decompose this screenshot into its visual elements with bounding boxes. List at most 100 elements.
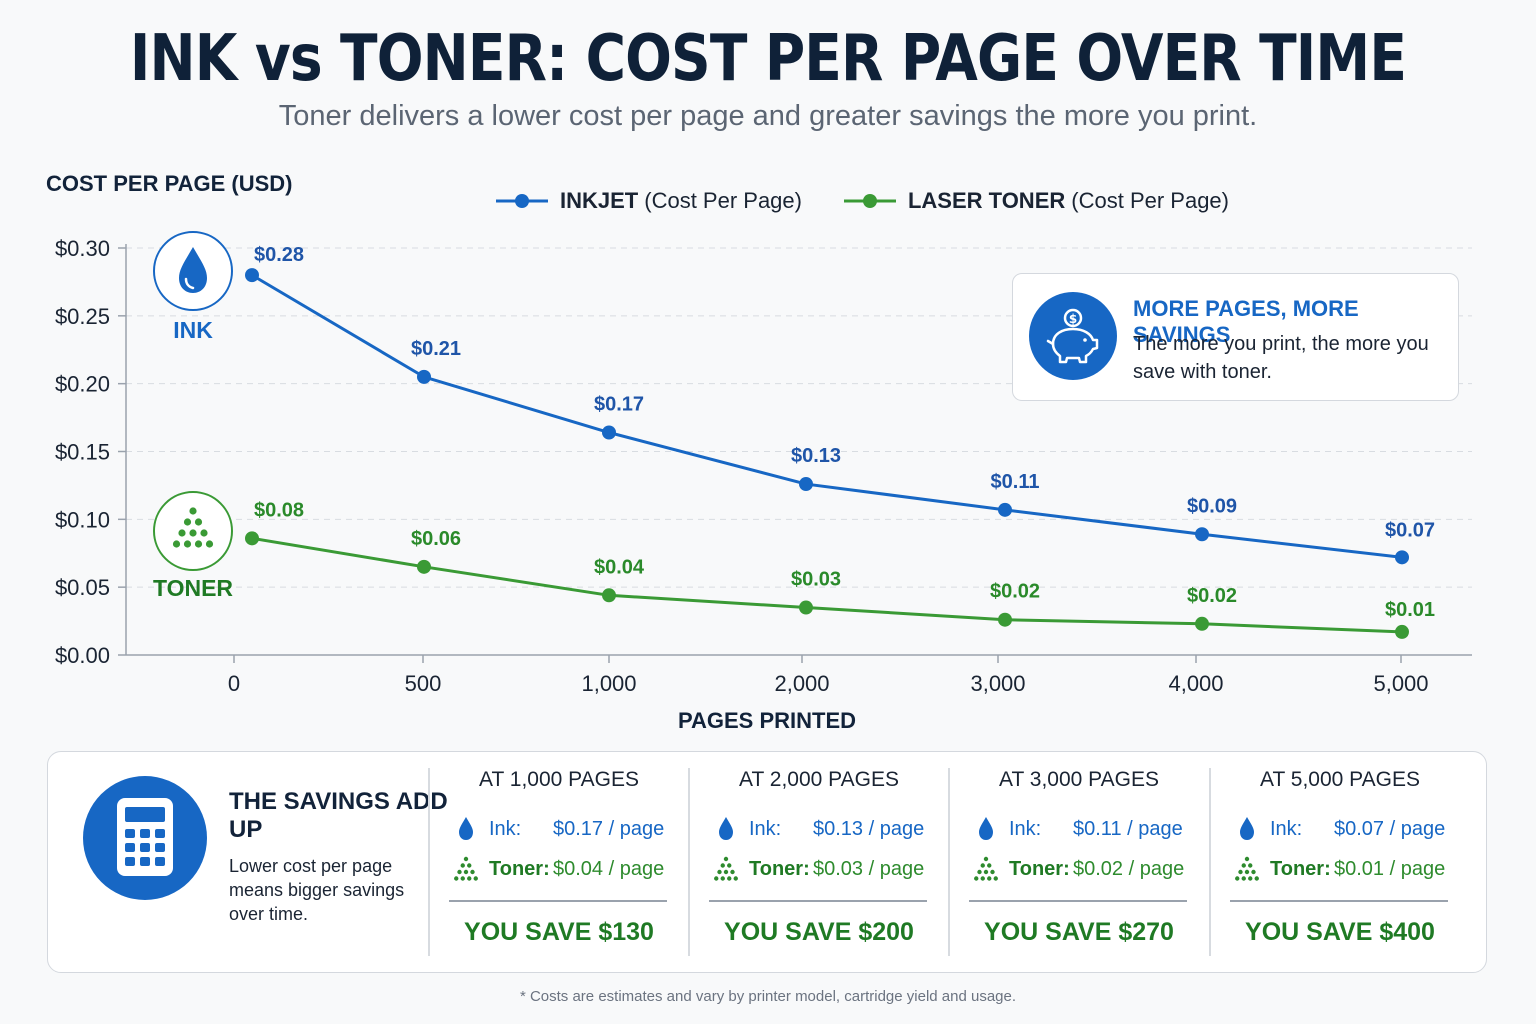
column-heading: AT 2,000 PAGES <box>739 768 899 791</box>
page-title: INK vs TONER: COST PER PAGE OVER TIME <box>129 22 1407 96</box>
svg-text:$: $ <box>1069 312 1077 326</box>
data-point <box>998 612 1012 627</box>
data-label: $0.07 <box>1385 519 1435 541</box>
column-divider <box>1209 768 1211 956</box>
y-tick-label: $0.05 <box>55 575 110 600</box>
ink-cost-value: $0.07 / page <box>1334 817 1446 840</box>
savings-amount: YOU SAVE $400 <box>1245 918 1435 946</box>
x-tick-label: 500 <box>405 671 442 696</box>
column-separator <box>449 900 667 902</box>
ink-label: Ink: <box>1270 817 1303 840</box>
ink-label: Ink: <box>749 817 782 840</box>
x-tick-label: 1,000 <box>581 671 636 696</box>
column-separator <box>1230 900 1448 902</box>
toner-cost-row: Toner: $0.01 / page <box>1232 856 1472 882</box>
legend-item-toner: LASER TONER (Cost Per Page) <box>843 186 1229 216</box>
ink-cost-value: $0.13 / page <box>813 817 925 840</box>
callout-title: MORE PAGES, MORE SAVINGS <box>1133 296 1359 347</box>
savings-text: Lower cost per page means bigger savings… <box>229 856 405 924</box>
series-tag-ink: INK <box>173 317 213 343</box>
data-label: $0.21 <box>411 338 461 360</box>
x-tick-label: 3,000 <box>970 671 1025 696</box>
data-point <box>417 369 431 384</box>
data-point <box>245 531 259 546</box>
data-label: $0.02 <box>1187 585 1237 607</box>
data-label: $0.11 <box>991 471 1040 493</box>
y-tick-label: $0.10 <box>55 507 110 532</box>
legend-item-inkjet: INKJET (Cost Per Page) <box>496 186 802 216</box>
savings-panel: THE SAVINGS ADD UP Lower cost per page m… <box>47 751 1487 973</box>
legend-suffix-inkjet: (Cost Per Page) <box>644 188 802 213</box>
data-point <box>602 425 616 440</box>
ink-drop-icon <box>1240 817 1254 840</box>
toner-cost-row: Toner: $0.02 / page <box>971 856 1211 882</box>
ink-cost-row: Ink: $0.07 / page <box>1232 816 1472 842</box>
toner-dots-icon <box>974 856 998 881</box>
toner-cost-value: $0.03 / page <box>813 857 925 880</box>
toner-cost-row: Toner: $0.04 / page <box>451 856 691 882</box>
column-divider <box>948 768 950 956</box>
data-label: $0.08 <box>254 499 304 521</box>
savings-callout: $ MORE PAGES, MORE SAVINGS The more you … <box>1012 273 1459 401</box>
data-point <box>1195 616 1209 631</box>
toner-cost-value: $0.04 / page <box>553 857 665 880</box>
data-point <box>799 600 813 615</box>
data-point <box>602 588 616 603</box>
data-point <box>799 477 813 492</box>
ink-drop-icon <box>719 817 733 840</box>
savings-amount: YOU SAVE $130 <box>464 918 654 946</box>
ink-cost-value: $0.11 / page <box>1073 817 1183 840</box>
x-axis-title-text: PAGES PRINTED <box>677 708 857 733</box>
legend-label-inkjet: INKJET <box>560 188 639 213</box>
ink-cost-row: Ink: $0.13 / page <box>711 816 951 842</box>
data-label: $0.28 <box>254 244 304 266</box>
x-tick-label: 5,000 <box>1373 671 1428 696</box>
data-point <box>1395 550 1409 565</box>
data-label: $0.13 <box>791 445 841 467</box>
data-label: $0.06 <box>411 528 461 550</box>
data-label: $0.09 <box>1187 495 1237 517</box>
data-label: $0.03 <box>791 569 841 591</box>
y-tick-label: $0.00 <box>55 643 110 668</box>
legend-swatch-toner <box>843 194 896 208</box>
ink-drop-icon <box>979 817 993 840</box>
data-point <box>245 268 259 283</box>
toner-label: Toner: <box>1270 857 1331 880</box>
data-point <box>417 559 431 574</box>
column-heading: AT 1,000 PAGES <box>479 768 639 791</box>
y-tick-label: $0.30 <box>55 236 110 261</box>
line-chart: $0.00 $0.05 $0.10 $0.15 $0.20 $0.25 $0.30 0 500 1… <box>55 236 1472 696</box>
y-tick-label: $0.25 <box>55 304 110 329</box>
savings-column: AT 1,000 PAGES Ink: $0.17 / page Toner: $0.0… <box>429 766 689 960</box>
toner-label: Toner: <box>749 857 810 880</box>
legend-swatch-inkjet <box>496 194 548 208</box>
savings-title: THE SAVINGS ADD UP <box>229 788 448 843</box>
data-label: $0.01 <box>1385 599 1435 621</box>
ink-drop-icon <box>153 231 233 311</box>
toner-label: Toner: <box>1009 857 1070 880</box>
column-separator <box>709 900 927 902</box>
legend-suffix-toner: (Cost Per Page) <box>1071 188 1229 213</box>
data-label: $0.04 <box>594 556 645 578</box>
chart-legend: INKJET (Cost Per Page) LASER TONER (Cost… <box>496 186 1271 216</box>
toner-dots-icon <box>1235 856 1259 881</box>
savings-column: AT 2,000 PAGES Ink: $0.13 / page Toner: $0.0… <box>689 766 949 960</box>
x-axis-title: PAGES PRINTED <box>0 708 1536 734</box>
toner-dots-icon <box>153 491 233 571</box>
data-label: $0.17 <box>594 394 644 416</box>
calculator-icon <box>83 776 207 900</box>
callout-text: The more you print, the more you save wi… <box>1133 333 1429 383</box>
x-tick-label: 0 <box>228 671 240 696</box>
toner-cost-value: $0.01 / page <box>1334 857 1446 880</box>
toner-dots-icon <box>714 856 738 881</box>
ink-label: Ink: <box>489 817 522 840</box>
data-label: $0.02 <box>990 581 1040 603</box>
y-axis-title: COST PER PAGE (USD) <box>46 171 293 196</box>
ink-drop-icon <box>459 817 473 840</box>
savings-column: AT 5,000 PAGES Ink: $0.07 / page Toner: $0.0… <box>1210 766 1470 960</box>
toner-cost-row: Toner: $0.03 / page <box>711 856 951 882</box>
piggy-bank-icon: $ <box>1029 292 1117 380</box>
ink-cost-row: Ink: $0.17 / page <box>451 816 691 842</box>
data-point <box>1195 527 1209 542</box>
savings-column: AT 3,000 PAGES Ink: $0.11 / page Toner: $0.0… <box>949 766 1209 960</box>
